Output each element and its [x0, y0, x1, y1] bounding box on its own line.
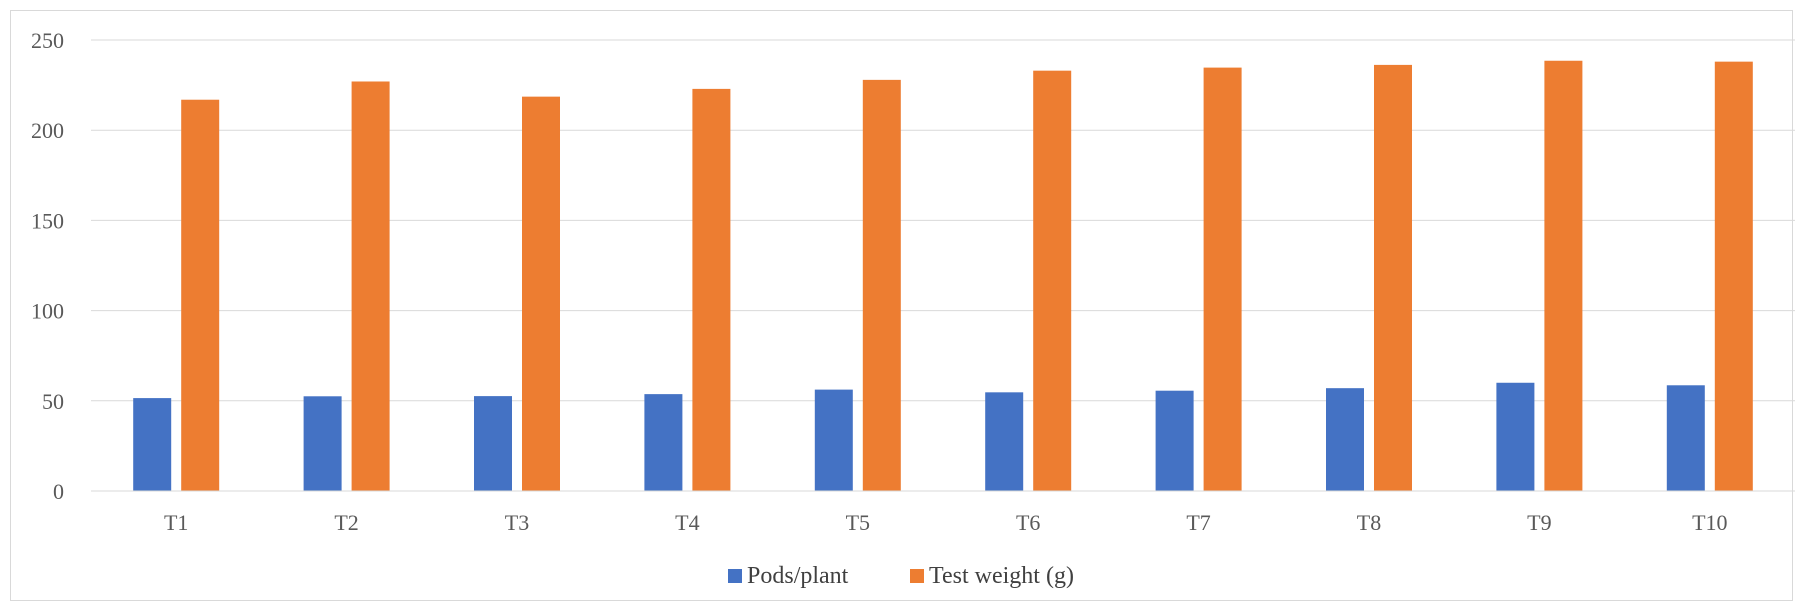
bar-pods-plant-t10	[1666, 385, 1705, 491]
chart-frame	[10, 10, 1793, 601]
bar-test-weight-g-t6	[1033, 70, 1072, 491]
x-tick-label: T10	[1692, 510, 1727, 535]
bar-pods-plant-t6	[985, 392, 1024, 491]
bar-pods-plant-t4	[644, 394, 683, 491]
bar-pods-plant-t9	[1496, 382, 1535, 491]
x-axis-ticks: T1 T2 T3 T4 T5 T6 T7 T8 T9 T10	[164, 510, 1728, 535]
x-tick-label: T9	[1527, 510, 1551, 535]
bar-pods-plant-t5	[814, 389, 853, 491]
bar-test-weight-g-t4	[692, 88, 731, 491]
y-tick-label: 250	[31, 28, 64, 53]
bar-pods-plant-t2	[303, 396, 342, 491]
legend: Pods/plant Test weight (g)	[728, 563, 1074, 589]
x-tick-label: T7	[1186, 510, 1210, 535]
bar-test-weight-g-t10	[1714, 61, 1753, 491]
legend-label: Pods/plant	[747, 563, 849, 589]
legend-swatch	[910, 569, 924, 583]
y-tick-label: 200	[31, 118, 64, 143]
legend-label: Test weight (g)	[929, 563, 1074, 589]
y-tick-label: 0	[53, 479, 64, 504]
legend-swatch	[728, 569, 742, 583]
bar-test-weight-g-t5	[862, 79, 901, 491]
bar-test-weight-g-t7	[1203, 67, 1242, 491]
x-tick-label: T6	[1016, 510, 1040, 535]
bar-test-weight-g-t2	[351, 81, 390, 491]
y-tick-label: 100	[31, 299, 64, 324]
bar-pods-plant-t7	[1155, 390, 1194, 491]
y-tick-label: 50	[42, 389, 64, 414]
bar-pods-plant-t8	[1326, 388, 1364, 491]
bar-pods-plant-t3	[474, 396, 512, 491]
x-tick-label: T1	[164, 510, 188, 535]
bars	[133, 60, 1753, 491]
y-tick-label: 150	[31, 208, 64, 233]
x-tick-label: T4	[675, 510, 699, 535]
bar-test-weight-g-t1	[181, 99, 220, 491]
bar-test-weight-g-t3	[522, 96, 560, 491]
x-tick-label: T3	[505, 510, 529, 535]
x-tick-label: T8	[1357, 510, 1381, 535]
gridlines	[91, 39, 1795, 402]
bar-test-weight-g-t8	[1374, 64, 1412, 491]
x-tick-label: T2	[334, 510, 358, 535]
y-axis-ticks: 0 50 100 150 200 250	[31, 28, 64, 504]
bar-test-weight-g-t9	[1544, 60, 1583, 491]
x-tick-label: T5	[846, 510, 870, 535]
bar-pods-plant-t1	[133, 398, 172, 491]
